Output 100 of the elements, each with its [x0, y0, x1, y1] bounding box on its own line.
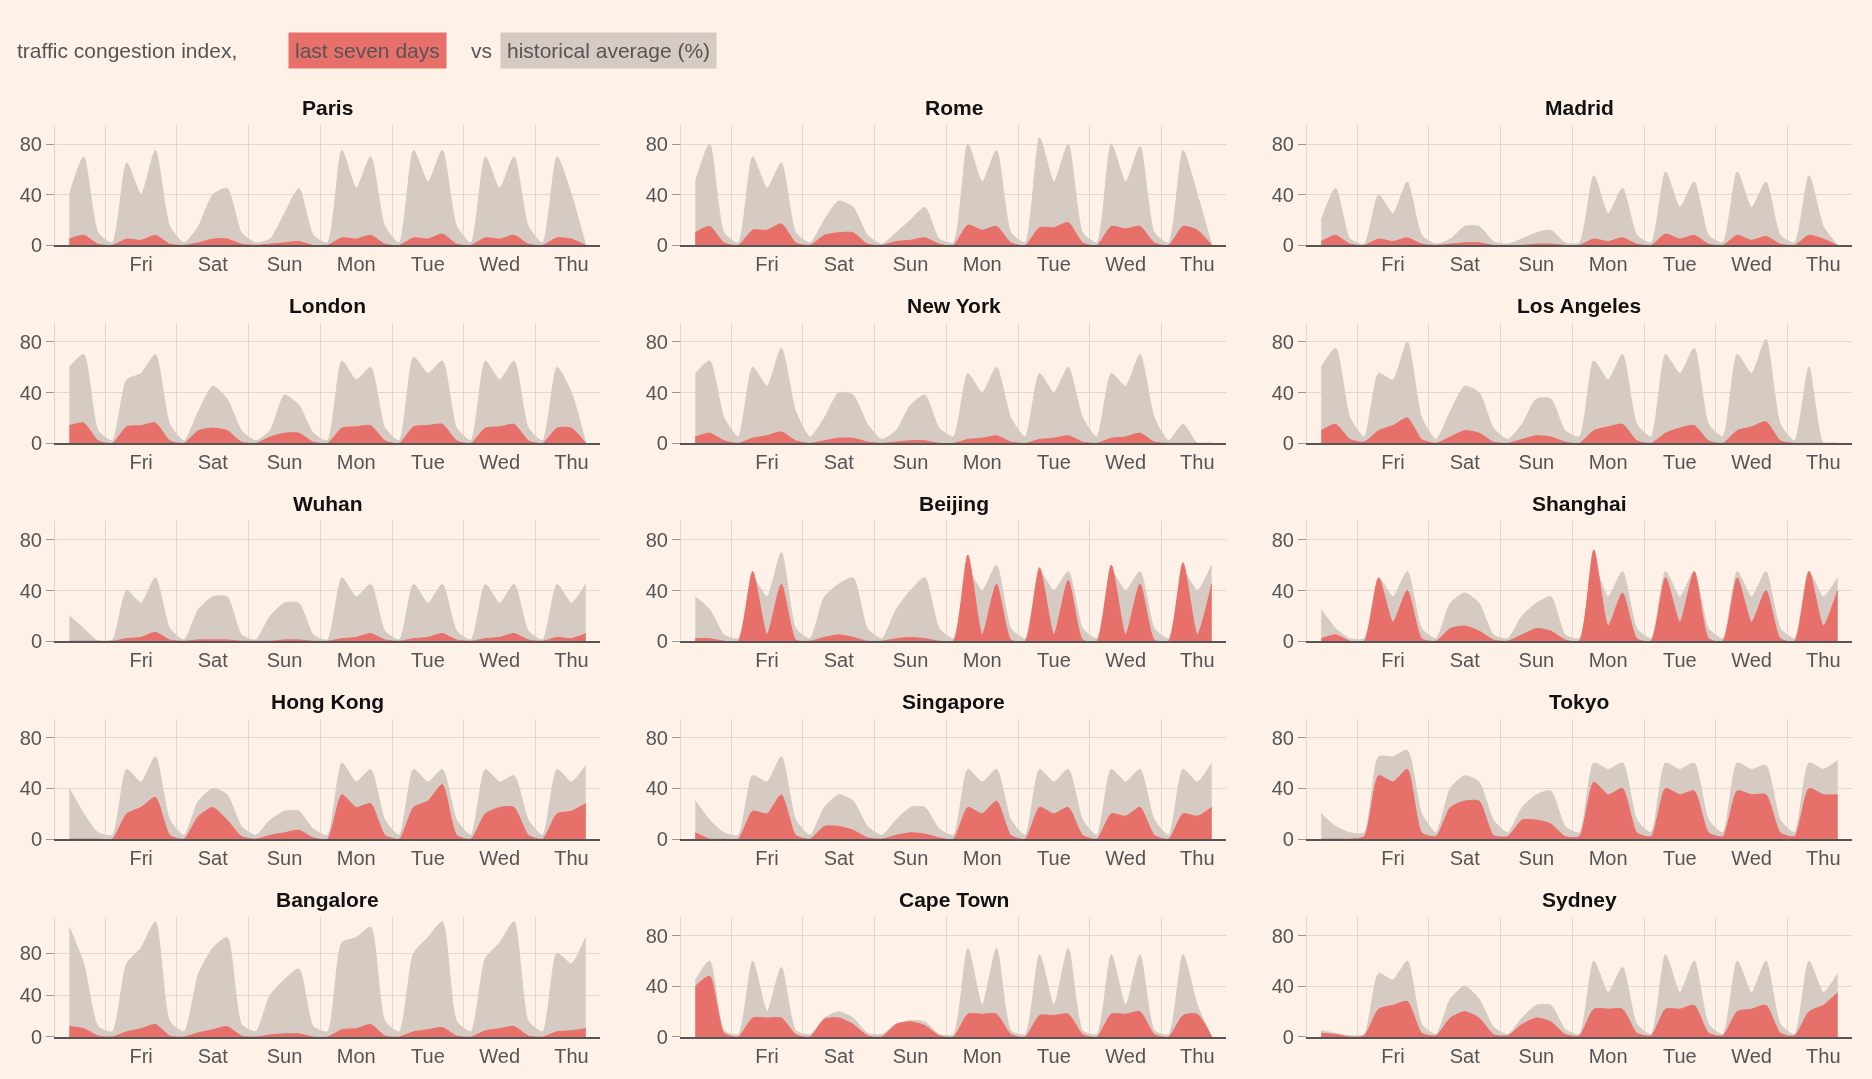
y-tick-label: 0 — [30, 234, 42, 257]
x-tick-label: Thu — [554, 846, 589, 869]
x-tick-label: Fri — [129, 1044, 153, 1067]
x-tick-label: Thu — [1806, 1044, 1841, 1067]
y-tick-label: 40 — [645, 975, 668, 998]
x-tick-label: Fri — [129, 648, 153, 671]
x-tick-label: Thu — [1806, 451, 1841, 474]
chart-title: Shanghai — [1532, 492, 1627, 515]
y-tick-label: 80 — [645, 528, 668, 551]
x-tick-label: Thu — [1180, 1044, 1215, 1067]
x-tick-label: Sun — [892, 253, 929, 276]
y-tick-label: 0 — [1282, 234, 1294, 257]
x-tick-label: Thu — [1806, 846, 1841, 869]
y-tick-label: 40 — [645, 579, 668, 602]
y-tick-label: 0 — [656, 828, 668, 851]
y-tick-label: 40 — [1271, 579, 1294, 602]
y-tick-label: 80 — [1271, 133, 1294, 156]
x-tick-label: Mon — [1588, 253, 1628, 276]
y-tick-label: 40 — [19, 579, 42, 602]
x-tick-label: Fri — [1381, 648, 1405, 671]
y-tick-label: 80 — [19, 133, 42, 156]
x-tick-label: Wed — [1731, 1044, 1772, 1067]
x-tick-label: Wed — [1105, 846, 1147, 869]
y-tick-label: 80 — [645, 330, 668, 353]
y-tick-label: 0 — [1282, 630, 1294, 653]
x-tick-label: Fri — [129, 253, 153, 276]
x-tick-label: Sun — [266, 1044, 303, 1067]
x-tick-label: Tue — [1037, 451, 1071, 474]
x-tick-label: Thu — [554, 1044, 589, 1067]
x-tick-label: Sat — [1449, 648, 1481, 671]
x-tick-label: Mon — [962, 1044, 1002, 1067]
y-tick-label: 0 — [30, 1026, 42, 1048]
x-tick-label: Wed — [1105, 451, 1147, 474]
x-tick-label: Wed — [1731, 253, 1772, 276]
x-tick-label: Fri — [1381, 1044, 1405, 1067]
x-tick-label: Sat — [823, 451, 855, 474]
x-tick-label: Fri — [755, 1044, 779, 1067]
y-tick-label: 80 — [19, 330, 42, 353]
x-tick-label: Mon — [336, 846, 376, 869]
chart-title: Singapore — [902, 690, 1005, 713]
x-tick-label: Sat — [823, 648, 855, 671]
x-tick-label: Sat — [197, 846, 229, 869]
text: vs — [471, 39, 492, 62]
x-tick-label: Fri — [1381, 846, 1405, 869]
y-tick-label: 40 — [1271, 777, 1294, 800]
y-tick-label: 80 — [645, 726, 668, 749]
x-tick-label: Wed — [479, 648, 521, 671]
y-tick-label: 0 — [30, 432, 42, 455]
text: last seven days — [295, 39, 440, 62]
y-tick-label: 40 — [19, 381, 42, 404]
x-tick-label: Tue — [1037, 253, 1071, 276]
y-tick-label: 40 — [645, 381, 668, 404]
x-tick-label: Mon — [962, 451, 1002, 474]
x-tick-label: Sat — [1449, 1044, 1481, 1067]
x-tick-label: Sun — [1518, 451, 1555, 474]
x-tick-label: Wed — [1731, 451, 1772, 474]
x-tick-label: Mon — [336, 253, 376, 276]
x-tick-label: Thu — [554, 253, 589, 276]
x-tick-label: Tue — [411, 1044, 445, 1067]
x-tick-label: Tue — [1663, 846, 1697, 869]
x-tick-label: Thu — [1806, 253, 1841, 276]
y-tick-label: 80 — [19, 942, 42, 965]
x-tick-label: Tue — [411, 648, 445, 671]
x-tick-label: Sun — [892, 451, 929, 474]
x-tick-label: Wed — [1731, 648, 1772, 671]
chart-title: Beijing — [919, 492, 990, 515]
x-tick-label: Thu — [554, 648, 589, 671]
x-tick-label: Wed — [479, 846, 521, 869]
x-tick-label: Mon — [962, 846, 1002, 869]
chart-title: Tokyo — [1549, 690, 1610, 713]
x-tick-label: Sat — [823, 846, 855, 869]
x-tick-label: Mon — [1588, 1044, 1628, 1067]
x-tick-label: Fri — [755, 451, 779, 474]
x-tick-label: Tue — [1663, 1044, 1697, 1067]
x-tick-label: Fri — [1381, 253, 1405, 276]
y-tick-label: 80 — [645, 133, 668, 156]
y-tick-label: 40 — [1271, 183, 1294, 206]
x-tick-label: Fri — [755, 253, 779, 276]
x-tick-label: Wed — [479, 451, 521, 474]
x-tick-label: Sat — [197, 451, 229, 474]
x-tick-label: Tue — [1037, 846, 1071, 869]
x-tick-label: Sun — [266, 451, 303, 474]
x-tick-label: Fri — [1381, 451, 1405, 474]
y-tick-label: 40 — [1271, 975, 1294, 998]
x-tick-label: Tue — [411, 451, 445, 474]
x-tick-label: Tue — [1037, 1044, 1071, 1067]
chart-title: Los Angeles — [1517, 294, 1642, 317]
x-tick-label: Thu — [1180, 451, 1215, 474]
x-tick-label: Sat — [1449, 846, 1481, 869]
chart-title: Wuhan — [293, 492, 363, 515]
x-tick-label: Sat — [1449, 451, 1481, 474]
x-tick-label: Mon — [1588, 648, 1628, 671]
y-tick-label: 0 — [1282, 828, 1294, 851]
text: historical average (%) — [507, 39, 711, 62]
x-tick-label: Mon — [1588, 846, 1628, 869]
x-tick-label: Sun — [1518, 253, 1555, 276]
x-tick-label: Thu — [1806, 648, 1841, 671]
y-tick-label: 40 — [19, 984, 42, 1007]
y-tick-label: 0 — [656, 630, 668, 653]
x-tick-label: Fri — [129, 451, 153, 474]
